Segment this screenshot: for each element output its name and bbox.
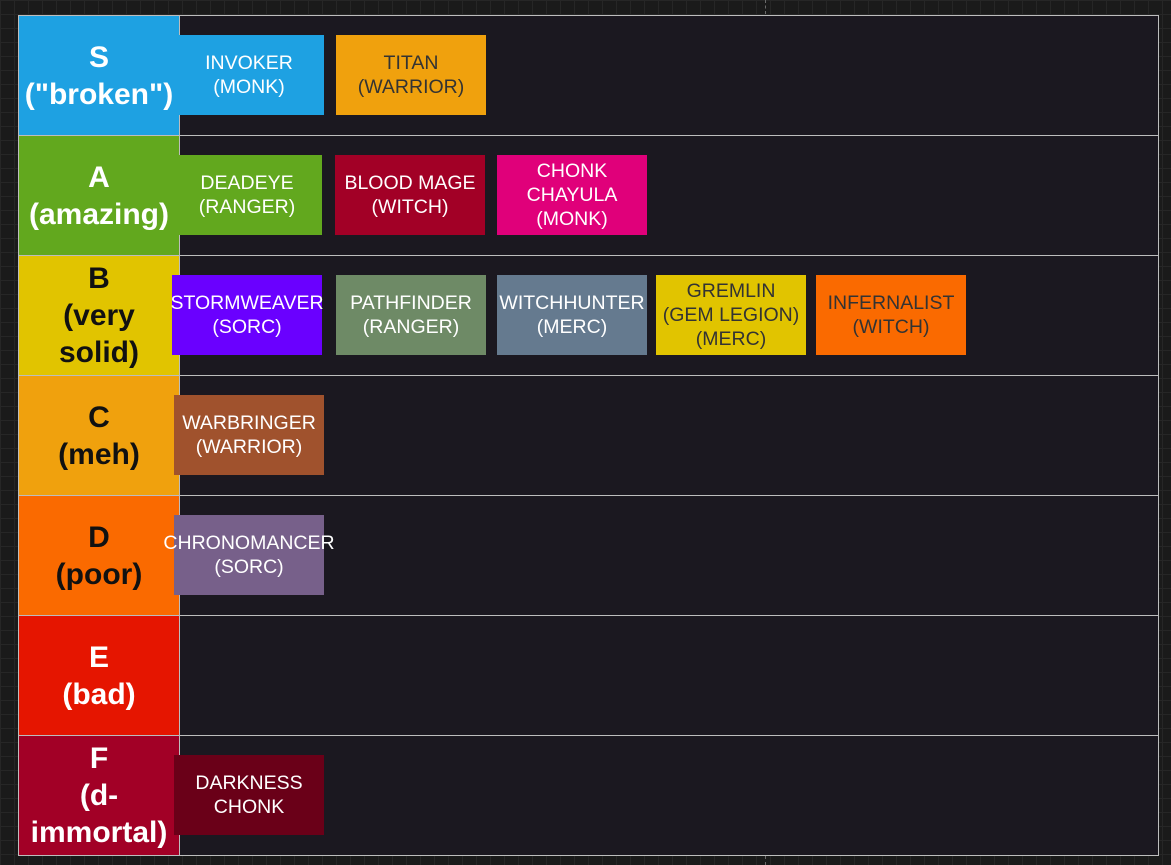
tier-items-area[interactable]: INVOKER (MONK) TITAN (WARRIOR) — [174, 16, 1158, 135]
tier-item-card[interactable]: INFERNALIST (WITCH) — [816, 275, 966, 355]
tier-item-card[interactable]: WITCHHUNTER (MERC) — [497, 275, 647, 355]
tier-item-card[interactable]: STORMWEAVER (SORC) — [170, 275, 324, 355]
tier-items-area[interactable]: WARBRINGER (WARRIOR) — [174, 376, 1158, 495]
tier-row: E (bad) — [19, 616, 1158, 736]
tier-row: F (d- immortal) DARKNESS CHONK — [19, 736, 1158, 855]
tier-item-card[interactable]: BLOOD MAGE (WITCH) — [335, 155, 485, 235]
tier-label: D (poor) — [19, 496, 179, 615]
tier-row: S ("broken") INVOKER (MONK) TITAN (WARRIOR… — [19, 16, 1158, 136]
tier-item-card[interactable]: WARBRINGER (WARRIOR) — [174, 395, 324, 475]
tier-items-area[interactable]: DEADEYE (RANGER) BLOOD MAGE (WITCH) CHONK … — [172, 136, 1158, 255]
bottom-divider-mark — [765, 856, 767, 865]
tier-label: E (bad) — [19, 616, 179, 735]
tier-item-card[interactable]: CHONK CHAYULA (MONK) — [497, 155, 647, 235]
tier-item-card[interactable]: GREMLIN (GEM LEGION) (MERC) — [656, 275, 806, 355]
tier-label: B (very solid) — [19, 256, 179, 375]
tier-item-card[interactable]: CHRONOMANCER (SORC) — [163, 515, 335, 595]
tier-items-area[interactable] — [179, 616, 1158, 735]
tier-item-card[interactable]: INVOKER (MONK) — [174, 35, 324, 115]
tier-items-area[interactable]: DARKNESS CHONK — [174, 736, 1158, 855]
tier-label: S ("broken") — [19, 16, 179, 135]
tier-item-card[interactable]: PATHFINDER (RANGER) — [336, 275, 486, 355]
tier-item-card[interactable]: DEADEYE (RANGER) — [172, 155, 322, 235]
tier-items-area[interactable]: STORMWEAVER (SORC) PATHFINDER (RANGER) WIT… — [170, 256, 1158, 375]
tier-list-board: S ("broken") INVOKER (MONK) TITAN (WARRIOR… — [18, 15, 1159, 856]
top-divider-mark — [765, 0, 767, 14]
tier-label: A (amazing) — [19, 136, 179, 255]
tier-row: A (amazing) DEADEYE (RANGER) BLOOD MAGE (W… — [19, 136, 1158, 256]
tier-item-card[interactable]: DARKNESS CHONK — [174, 755, 324, 835]
tier-row: D (poor) CHRONOMANCER (SORC) — [19, 496, 1158, 616]
tier-label: C (meh) — [19, 376, 179, 495]
tier-label: F (d- immortal) — [19, 736, 179, 855]
tier-row: B (very solid) STORMWEAVER (SORC) PATHFIND… — [19, 256, 1158, 376]
tier-items-area[interactable]: CHRONOMANCER (SORC) — [163, 496, 1158, 615]
tier-item-card[interactable]: TITAN (WARRIOR) — [336, 35, 486, 115]
tier-row: C (meh) WARBRINGER (WARRIOR) — [19, 376, 1158, 496]
